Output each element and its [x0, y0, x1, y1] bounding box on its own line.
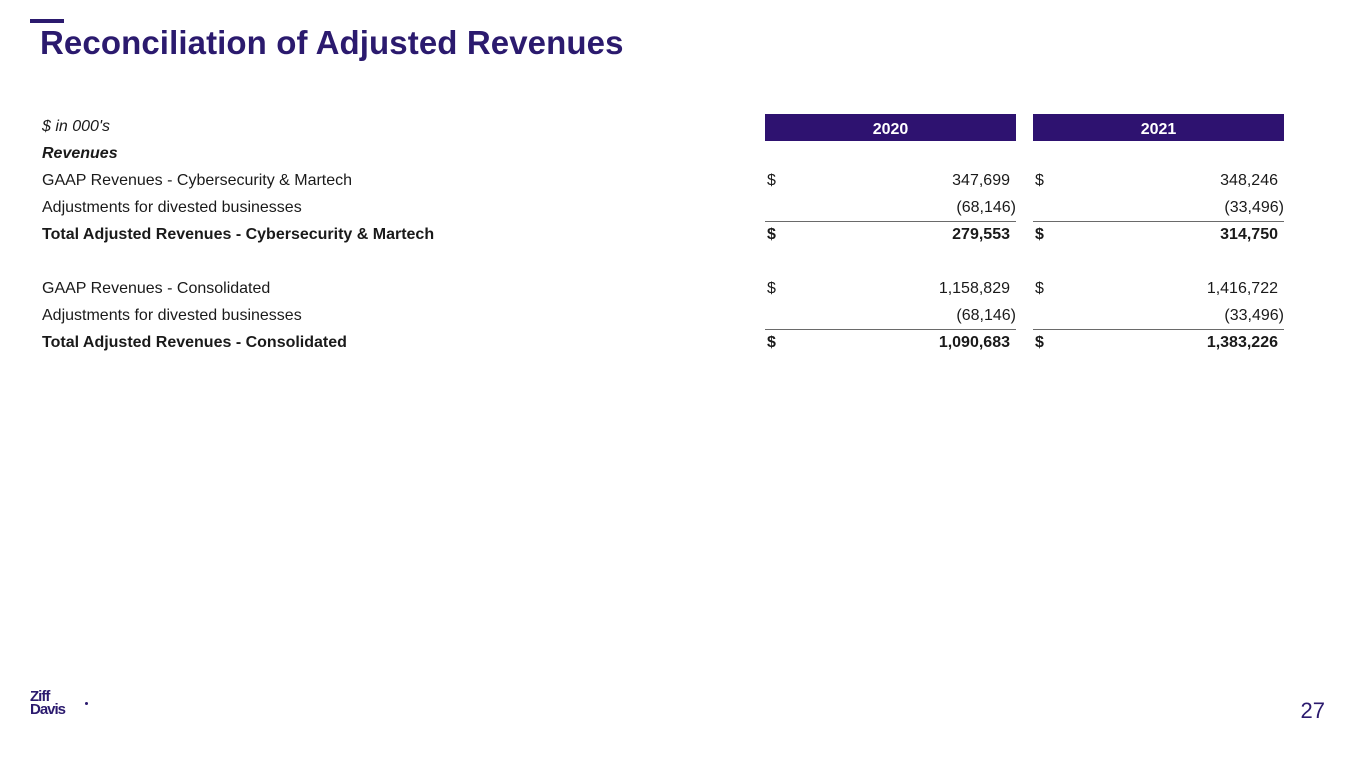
cell-2020: $ 1,158,829	[765, 276, 1016, 303]
row-label: GAAP Revenues - Consolidated	[42, 280, 271, 297]
title-accent-bar	[30, 19, 64, 23]
table-row-total: Total Adjusted Revenues - Consolidated $…	[42, 330, 1284, 357]
currency-symbol: $	[767, 280, 776, 297]
cell-value: (68,146)	[956, 307, 1016, 324]
cell-2021: $ 348,246	[1033, 168, 1284, 195]
row-label: Total Adjusted Revenues - Consolidated	[42, 334, 347, 351]
currency-symbol: $	[1035, 280, 1044, 297]
logo-line-1: Ziff	[30, 688, 50, 705]
cell-value: 1,383,226	[1206, 334, 1278, 351]
logo-line-2: Davis	[30, 701, 66, 718]
table-header-row: $ in 000's 2020 2021	[42, 114, 1284, 141]
row-label: Adjustments for divested businesses	[42, 199, 302, 216]
table-row: Adjustments for divested businesses (68,…	[42, 303, 1284, 330]
column-header-2021: 2021	[1033, 114, 1284, 141]
cell-value: 1,090,683	[938, 334, 1010, 351]
section-label: Revenues	[42, 145, 118, 162]
cell-value: (33,496)	[1224, 307, 1284, 324]
cell-2020: (68,146)	[765, 303, 1016, 330]
units-label: $ in 000's	[42, 118, 110, 135]
cell-2021: (33,496)	[1033, 303, 1284, 330]
table-row: Adjustments for divested businesses (68,…	[42, 195, 1284, 222]
cell-2021: $ 1,416,722	[1033, 276, 1284, 303]
row-label: Total Adjusted Revenues - Cybersecurity …	[42, 226, 435, 243]
logo-dot	[85, 702, 88, 705]
cell-2021: (33,496)	[1033, 195, 1284, 222]
cell-value: 1,416,722	[1206, 280, 1278, 297]
table-row: GAAP Revenues - Consolidated $ 1,158,829…	[42, 276, 1284, 303]
currency-symbol: $	[1035, 334, 1044, 351]
cell-2020: $ 279,553	[765, 222, 1016, 249]
cell-value: (68,146)	[956, 199, 1016, 216]
revenue-table: $ in 000's 2020 2021 Revenues GAAP Reven…	[42, 114, 1284, 357]
cell-value: 348,246	[1220, 172, 1278, 189]
cell-value: 279,553	[952, 226, 1010, 243]
currency-symbol: $	[767, 334, 776, 351]
currency-symbol: $	[1035, 226, 1044, 243]
cell-value: 347,699	[952, 172, 1010, 189]
cell-value: 314,750	[1220, 226, 1278, 243]
ziff-davis-logo: Ziff Davis	[30, 688, 88, 720]
cell-value: 1,158,829	[938, 280, 1010, 297]
table-row: GAAP Revenues - Cybersecurity & Martech …	[42, 168, 1284, 195]
spacer-row	[42, 249, 1284, 276]
column-header-2020: 2020	[765, 114, 1016, 141]
cell-2021: $ 314,750	[1033, 222, 1284, 249]
section-row: Revenues	[42, 141, 1284, 168]
row-label: GAAP Revenues - Cybersecurity & Martech	[42, 172, 353, 189]
currency-symbol: $	[767, 172, 776, 189]
cell-2021: $ 1,383,226	[1033, 330, 1284, 357]
currency-symbol: $	[767, 226, 776, 243]
cell-2020: $ 1,090,683	[765, 330, 1016, 357]
row-label: Adjustments for divested businesses	[42, 307, 302, 324]
table-row-total: Total Adjusted Revenues - Cybersecurity …	[42, 222, 1284, 249]
cell-value: (33,496)	[1224, 199, 1284, 216]
currency-symbol: $	[1035, 172, 1044, 189]
page-number: 27	[1300, 698, 1325, 723]
cell-2020: (68,146)	[765, 195, 1016, 222]
slide-title: Reconciliation of Adjusted Revenues	[40, 24, 624, 61]
cell-2020: $ 347,699	[765, 168, 1016, 195]
